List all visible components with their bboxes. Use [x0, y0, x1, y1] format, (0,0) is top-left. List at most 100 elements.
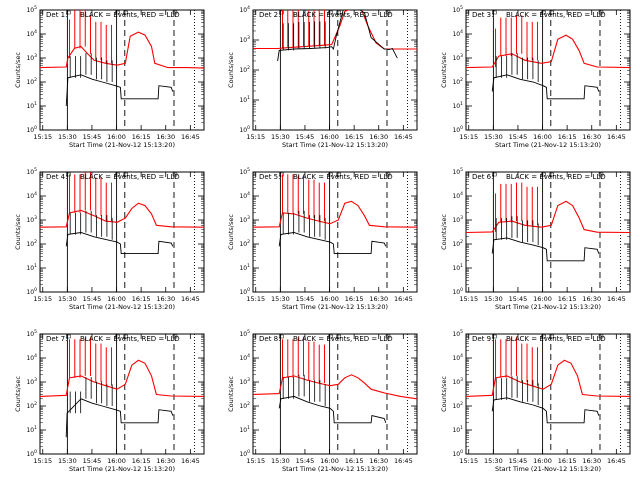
events-series-line: [491, 237, 600, 262]
marker-flag: [541, 334, 546, 339]
y-tick-label: 104: [452, 29, 463, 38]
plot-frame: [465, 333, 631, 455]
events-series-line: [277, 10, 398, 62]
y-axis-ticks: 100 101 102 103 104 105: [26, 329, 204, 458]
y-axis-ticks: 100 101 102 103 104 105: [452, 329, 630, 458]
y-axis-ticks: 100 101 102 103 104: [239, 5, 417, 134]
y-axis-label: Counts/sec: [14, 214, 22, 250]
lld-series-line: [466, 34, 630, 69]
x-axis-label: Start Time (21-Nov-12 15:13:20): [282, 303, 388, 311]
plot-frame: [252, 171, 418, 293]
series-group: [253, 374, 417, 424]
y-axis-ticks: 100 101 102 103 104 105: [239, 329, 417, 458]
y-tick-label: 100: [452, 125, 463, 134]
x-axis-ticks: 15:15 15:30 15:45 16:00 16:15 16:30 16:45: [459, 10, 626, 141]
y-axis-ticks: 100 101 102 103 104 105: [452, 167, 630, 296]
marker-flag: [598, 172, 604, 177]
x-tick-label: 16:45: [394, 133, 413, 141]
marker-flag: [385, 172, 391, 177]
marker-flag: [328, 172, 333, 177]
x-tick-label: 15:30: [271, 457, 290, 465]
y-tick-label: 104: [239, 5, 250, 14]
y-tick-label: 101: [239, 263, 250, 272]
y-tick-label: 103: [26, 53, 37, 62]
y-axis-label: Counts/sec: [440, 214, 448, 250]
plot-frame: [39, 171, 205, 293]
marker-flag: [123, 172, 129, 177]
lld-series-line: [40, 202, 204, 228]
x-tick-label: 15:45: [296, 457, 315, 465]
y-tick-label: 103: [452, 215, 463, 224]
detector-plot-1: 100 101 102 103 104 105 15:15 15:30 15:45 16:00 16…: [14, 5, 205, 149]
x-axis-ticks: 15:15 15:30 15:45 16:00 16:15 16:30 16:45: [246, 334, 413, 465]
series-group: [466, 34, 630, 100]
y-tick-label: 101: [452, 263, 463, 272]
y-axis-label: Counts/sec: [440, 52, 448, 88]
plot-subtitle: BLACK = Events, RED = LLD: [293, 335, 393, 343]
x-tick-label: 16:30: [582, 295, 601, 303]
y-tick-label: 100: [452, 287, 463, 296]
y-tick-label: 104: [26, 191, 37, 200]
marker-flag: [336, 10, 342, 15]
y-tick-label: 101: [26, 425, 37, 434]
x-tick-label: 15:30: [58, 457, 77, 465]
y-tick-label: 105: [26, 5, 37, 14]
x-tick-label: 16:45: [181, 457, 200, 465]
plot-subtitle: BLACK = Events, RED = LLD: [293, 11, 393, 19]
series-group: [466, 200, 630, 262]
series-group: [40, 202, 204, 255]
y-axis-ticks: 100 101 102 103 104 105: [26, 167, 204, 296]
x-tick-label: 15:45: [509, 133, 528, 141]
x-tick-label: 16:30: [369, 457, 388, 465]
y-tick-label: 104: [452, 353, 463, 362]
x-tick-label: 15:45: [509, 295, 528, 303]
y-tick-label: 105: [26, 329, 37, 338]
marker-flag: [172, 172, 178, 177]
detector-plot-9: 100 101 102 103 104 105 15:15 15:30 15:45 16:00 16…: [440, 329, 631, 473]
events-series-line: [491, 74, 600, 100]
marker-flag: [492, 334, 497, 339]
x-tick-label: 16:30: [369, 295, 388, 303]
y-tick-label: 101: [26, 101, 37, 110]
y-tick-label: 102: [452, 77, 463, 86]
x-tick-label: 15:15: [33, 133, 52, 141]
plot-subtitle: BLACK = Events, RED = LLD: [80, 173, 180, 181]
plot-title: Det 2:: [259, 11, 280, 19]
marker-flag: [492, 172, 497, 177]
y-tick-label: 103: [239, 377, 250, 386]
x-tick-label: 16:45: [394, 457, 413, 465]
plot-subtitle: BLACK = Events, RED = LLD: [293, 173, 393, 181]
x-tick-label: 15:30: [484, 457, 503, 465]
marker-flag: [172, 10, 178, 15]
y-axis-ticks: 100 101 102 103 104 105: [26, 5, 204, 134]
marker-flag: [549, 172, 555, 177]
x-tick-label: 16:15: [345, 457, 364, 465]
y-tick-label: 105: [452, 167, 463, 176]
plot-frame: [465, 9, 631, 131]
marker-flag: [492, 10, 497, 15]
plot-frame: [39, 333, 205, 455]
spike-group: [69, 337, 113, 414]
x-tick-label: 16:15: [558, 295, 577, 303]
x-tick-label: 15:30: [271, 295, 290, 303]
x-tick-label: 16:15: [345, 133, 364, 141]
x-tick-label: 16:45: [181, 295, 200, 303]
marker-lines: [66, 334, 195, 454]
y-tick-label: 104: [26, 29, 37, 38]
x-tick-label: 15:15: [459, 457, 478, 465]
plot-subtitle: BLACK = Events, RED = LLD: [506, 173, 606, 181]
y-tick-label: 102: [26, 401, 37, 410]
series-group: [40, 31, 204, 107]
y-tick-label: 102: [239, 65, 250, 74]
x-axis-label: Start Time (21-Nov-12 15:13:20): [69, 141, 175, 149]
detector-plot-6: 100 101 102 103 104 105 15:15 15:30 15:45 16:00 16…: [440, 167, 631, 311]
y-tick-label: 101: [239, 95, 250, 104]
marker-flag: [541, 10, 546, 15]
lld-series-line: [466, 200, 630, 234]
series-group: [466, 359, 630, 424]
marker-flag: [385, 334, 391, 339]
detector-plot-7: 100 101 102 103 104 105 15:15 15:30 15:45 16:00 16…: [14, 329, 205, 473]
x-tick-label: 16:15: [558, 457, 577, 465]
marker-flag: [336, 172, 342, 177]
plot-title: Det 4:: [46, 173, 67, 181]
